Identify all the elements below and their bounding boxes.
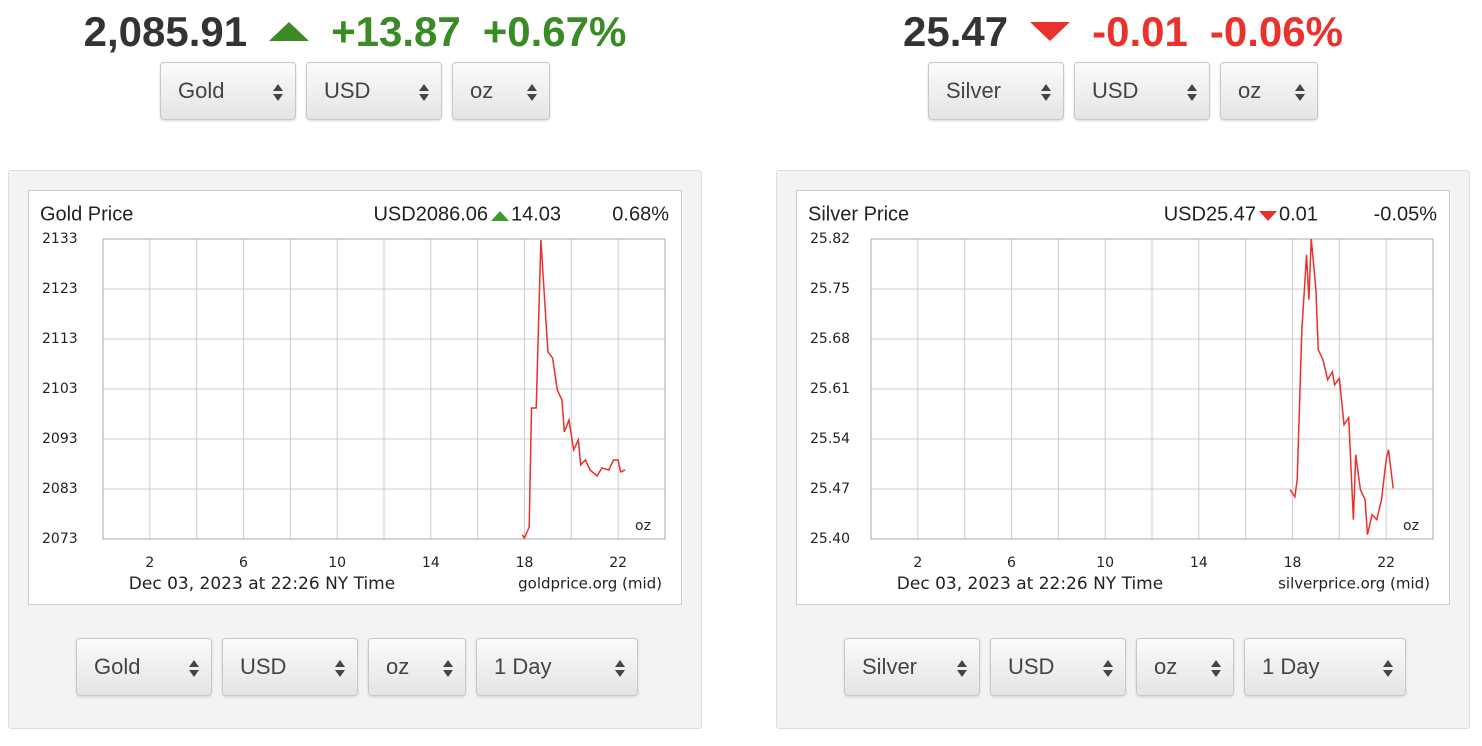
y-tick-label: 2073 [42,531,78,547]
metal-select[interactable]: Silver [844,638,980,696]
metal-select[interactable]: Silver [928,62,1064,120]
x-tick-label: 10 [328,555,346,571]
select-row: Gold USD oz [0,62,710,120]
x-tick-label: 6 [239,555,248,571]
plot-border [102,238,666,540]
header-percent: -0.05% [1374,203,1438,225]
y-tick-label: 25.68 [810,331,850,347]
x-tick-label: 18 [516,555,534,571]
y-tick-label: 25.75 [810,281,850,297]
x-tick-label: 6 [1007,555,1016,571]
change: +13.87 [331,8,461,55]
select-row: Silver USD oz [768,62,1478,120]
header-percent: 0.68% [612,203,669,225]
silver-header: 25.47 -0.01 -0.06% [768,6,1478,58]
y-tick-label: 2093 [42,431,78,447]
source: silverprice.org (mid) [1278,575,1430,593]
metal-select[interactable]: Gold [76,638,212,696]
price: 2,085.91 [83,8,248,55]
header-change: 14.03 [511,203,561,225]
y-tick-label: 2103 [42,381,78,397]
y-tick-label: 2113 [42,331,78,347]
x-tick-label: 14 [422,555,440,571]
header-price: USD25.47 [1164,203,1256,225]
x-tick-label: 22 [609,555,627,571]
y-tick-label: 25.54 [810,431,850,447]
change-percent: +0.67% [482,8,627,55]
range-select[interactable]: 1 Day [1244,638,1406,696]
y-tick-label: 25.47 [810,481,850,497]
timestamp: Dec 03, 2023 at 22:26 NY Time [897,574,1163,594]
header-change: 0.01 [1279,203,1318,225]
unit-select[interactable]: oz [368,638,466,696]
gold-header: 2,085.91 +13.87 +0.67% [0,6,710,58]
down-arrow [1030,22,1071,41]
x-tick-label: 18 [1284,555,1302,571]
down-arrow [1259,211,1277,221]
y-tick-label: 2123 [42,281,78,297]
currency-select[interactable]: USD [990,638,1126,696]
price: 25.47 [903,8,1009,55]
price-line [521,239,626,540]
source: goldprice.org (mid) [518,575,662,593]
up-arrow [491,211,509,221]
y-tick-label: 25.61 [810,381,850,397]
up-arrow [269,22,310,41]
unit-select[interactable]: oz [452,62,550,120]
chart-title: Silver Price [808,203,909,225]
plot-border [870,238,1434,540]
x-tick-label: 14 [1190,555,1208,571]
gold-chart-frame [28,190,682,605]
charts: 2073 2083 2093 2103 2113 2123 2133 2 6 10 14 18 22 Go… [40,203,1438,594]
header-price: USD2086.06 [373,203,488,225]
range-select-row: Gold USD oz 1 Day [2,638,712,696]
range-select[interactable]: 1 Day [476,638,638,696]
metal-select[interactable]: Gold [160,62,296,120]
change-percent: -0.06% [1209,8,1343,55]
price-line [1289,238,1394,535]
y-tick-label: 25.82 [810,231,850,247]
x-tick-label: 2 [145,555,154,571]
currency-select[interactable]: USD [1074,62,1210,120]
y-tick-label: 25.40 [810,531,850,547]
x-tick-label: 2 [913,555,922,571]
change: -0.01 [1092,8,1188,55]
x-tick-label: 22 [1377,555,1395,571]
chart-title: Gold Price [40,203,133,225]
currency-select[interactable]: USD [306,62,442,120]
unit-label: oz [1403,518,1419,534]
unit-label: oz [635,518,651,534]
y-tick-label: 2083 [42,481,78,497]
y-tick-label: 2133 [42,231,78,247]
unit-select[interactable]: oz [1220,62,1318,120]
x-tick-label: 10 [1096,555,1114,571]
currency-select[interactable]: USD [222,638,358,696]
timestamp: Dec 03, 2023 at 22:26 NY Time [129,574,395,594]
unit-select[interactable]: oz [1136,638,1234,696]
range-select-row: Silver USD oz 1 Day [770,638,1480,696]
